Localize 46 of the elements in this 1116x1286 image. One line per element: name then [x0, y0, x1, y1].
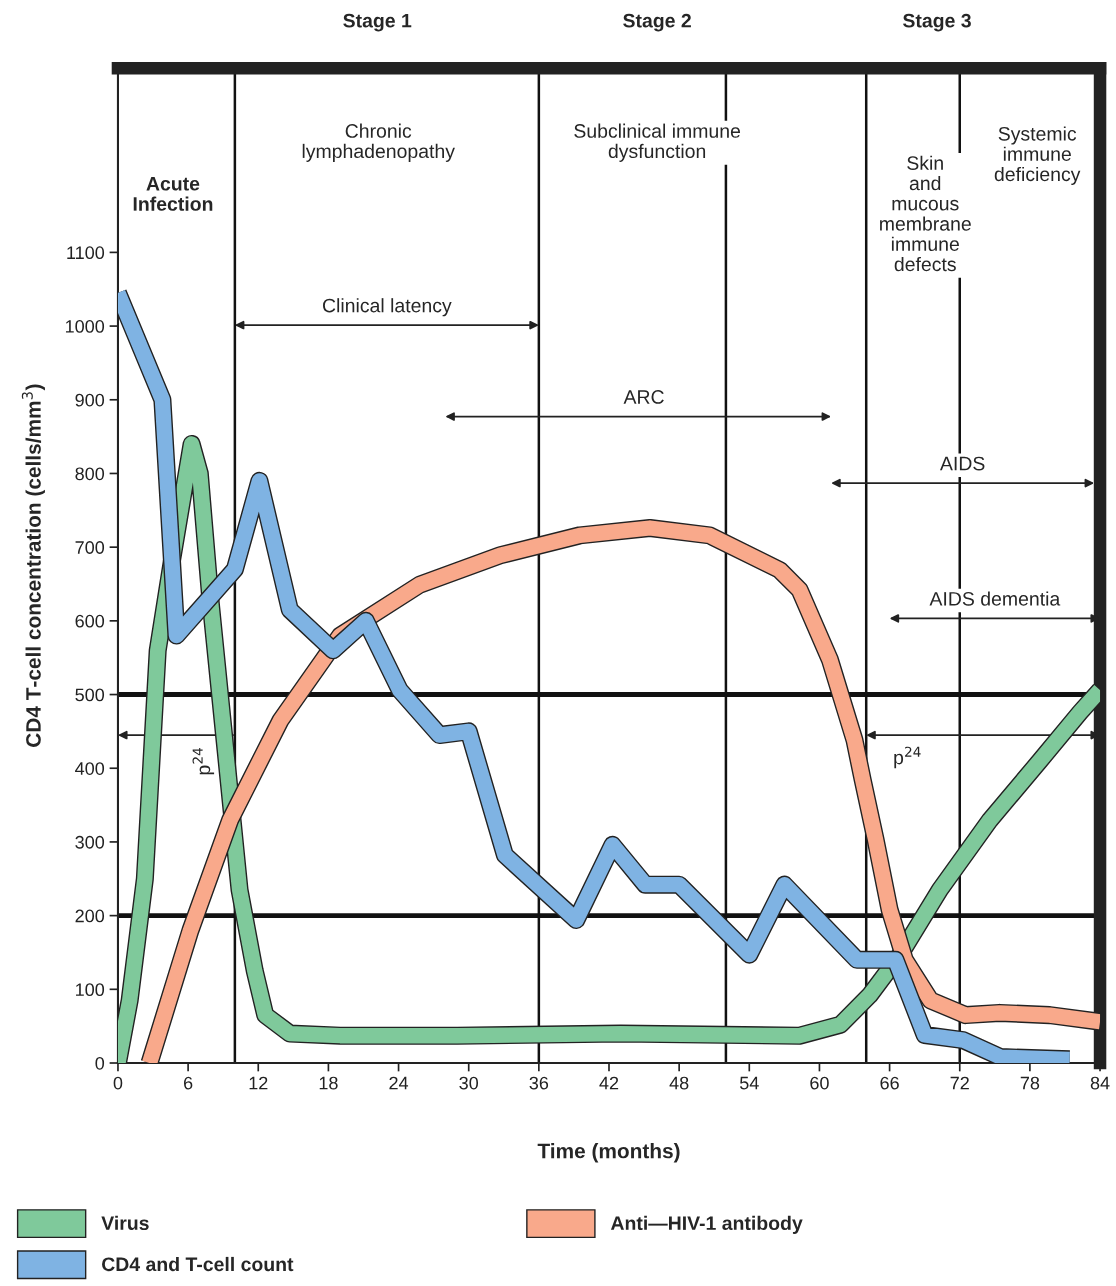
x-axis-title: Time (months): [537, 1143, 680, 1163]
text: Stage 3: [902, 13, 971, 32]
y-tick-label: 200: [75, 909, 105, 923]
y-tick-label: 400: [75, 762, 105, 775]
y-tick-label: 900: [75, 393, 105, 407]
annotation: Chronic lymphadenopathy: [302, 123, 455, 162]
x-tick-label: 60: [810, 1076, 829, 1090]
legend-label: Virus: [101, 1215, 149, 1231]
annotation: AIDS dementia: [929, 591, 1061, 606]
y-tick-label: 800: [75, 467, 105, 481]
annotation: AIDS: [940, 456, 985, 471]
y-tick-label: 1100: [67, 246, 105, 260]
x-tick-label: 24: [389, 1076, 409, 1090]
annotation: p$^{24}$: [894, 746, 921, 769]
y-tick-label: 700: [75, 541, 105, 554]
legend-label: CD4 and T-cell count: [102, 1256, 294, 1272]
x-tick-label: 48: [669, 1076, 689, 1090]
y-tick-label: 600: [75, 614, 105, 628]
x-tick-label: 0: [113, 1076, 123, 1090]
annotation: p$^{24}$: [192, 748, 215, 775]
annotation: Acute Infection: [133, 177, 213, 211]
x-tick-label: 66: [880, 1076, 899, 1090]
annotation: Systemic immune deficiency: [994, 126, 1081, 186]
y-tick-label: 300: [75, 835, 105, 849]
x-tick-label: 12: [249, 1076, 268, 1090]
y-axis-title: CD4 T-cell concentration (cells/mm$^{3}$): [21, 384, 45, 747]
annotation: ARC: [623, 390, 664, 404]
annotation: Skin and mucous membrane immune defects: [880, 155, 971, 272]
legend-label: Anti—HIV-1 antibody: [610, 1215, 803, 1234]
x-tick-label: 54: [739, 1076, 759, 1090]
y-tick-label: 1000: [65, 320, 105, 333]
annotation: Clinical latency: [323, 298, 452, 317]
y-tick-label: 500: [75, 688, 105, 702]
x-tick-label: 42: [599, 1076, 619, 1090]
x-tick-label: 84: [1090, 1076, 1110, 1090]
y-tick-label: 0: [95, 1056, 105, 1070]
y-tick-label: 100: [76, 983, 105, 997]
x-tick-label: 78: [1020, 1076, 1040, 1090]
x-tick-label: 72: [950, 1076, 969, 1090]
x-tick-label: 18: [319, 1076, 338, 1090]
text: Stage 2: [623, 13, 691, 32]
x-tick-label: 36: [529, 1076, 549, 1090]
x-tick-label: 30: [459, 1076, 479, 1090]
annotation: Subclinical immune dysfunction: [574, 123, 741, 162]
x-tick-label: 6: [184, 1076, 193, 1090]
text: Stage 1: [343, 13, 412, 32]
